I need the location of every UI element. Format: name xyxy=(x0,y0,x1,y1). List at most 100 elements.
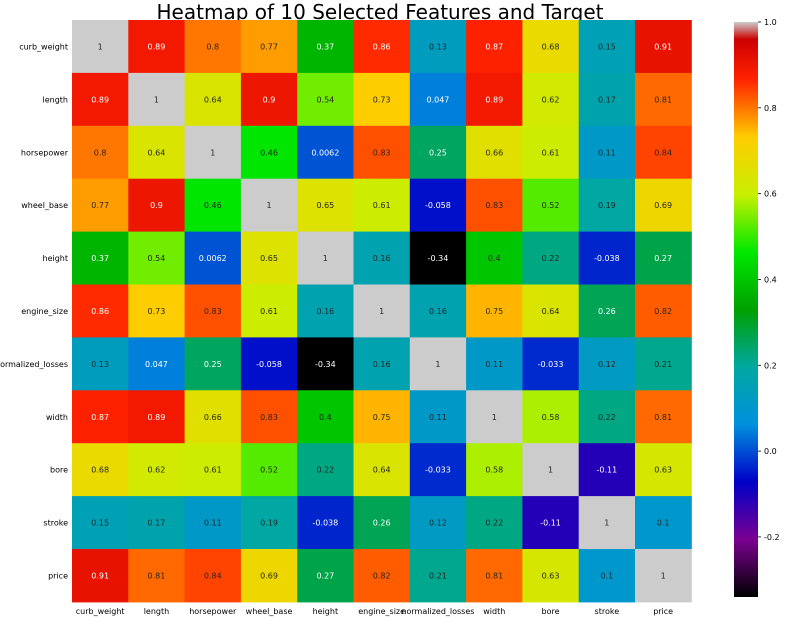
cell-value-label: 1 xyxy=(548,466,553,475)
heatmap-cell xyxy=(522,496,580,550)
cell-value-label: 0.22 xyxy=(598,413,616,422)
heatmap-cell xyxy=(240,231,298,285)
heatmap-cell xyxy=(240,20,298,74)
cell-value-label: 0.11 xyxy=(204,519,222,528)
x-tick-label: engine_size xyxy=(358,607,405,616)
colorbar-tick-label: 1.0 xyxy=(764,18,777,27)
cell-value-label: 0.61 xyxy=(542,148,560,157)
cell-value-label: 0.91 xyxy=(91,571,109,580)
colorbar-tick-label: 0.6 xyxy=(764,190,777,199)
cell-value-label: 0.64 xyxy=(204,95,222,104)
heatmap-cell xyxy=(72,284,129,338)
heatmap-cell xyxy=(240,284,298,338)
cell-value-label: 0.9 xyxy=(263,95,276,104)
cell-value-label: 0.11 xyxy=(485,360,503,369)
x-tick-label: horsepower xyxy=(189,607,237,616)
cell-value-label: 0.21 xyxy=(654,360,672,369)
heatmap-cell xyxy=(297,284,354,338)
heatmap-cell xyxy=(353,549,411,603)
cell-value-label: 0.11 xyxy=(598,148,616,157)
cell-value-label: 0.17 xyxy=(598,95,616,104)
cell-value-label: 0.22 xyxy=(485,519,503,528)
heatmap-cell xyxy=(466,496,523,550)
cell-value-label: 0.77 xyxy=(260,42,278,51)
heatmap-cell xyxy=(353,443,411,497)
cell-value-label: 0.16 xyxy=(429,307,447,316)
cell-value-label: 0.87 xyxy=(91,413,109,422)
y-tick-label: width xyxy=(46,413,68,422)
heatmap-cell xyxy=(578,231,636,285)
x-axis-labels: curb_weight length horsepower wheel_base hei… xyxy=(76,607,673,616)
cell-value-label: 0.64 xyxy=(148,148,166,157)
cell-value-label: 0.19 xyxy=(598,201,616,210)
cell-value-label: 1 xyxy=(267,201,272,210)
cell-value-label: 0.15 xyxy=(91,519,109,528)
heatmap-cell xyxy=(184,231,242,285)
heatmap-cell xyxy=(128,443,186,497)
heatmap-cell xyxy=(409,20,467,74)
cell-value-label: 0.4 xyxy=(319,413,332,422)
heatmap-cell xyxy=(635,125,692,180)
heatmap-cell xyxy=(72,337,129,391)
heatmap-cell xyxy=(184,549,242,603)
heatmap-cell xyxy=(409,443,467,497)
heatmap-cell xyxy=(128,125,186,180)
cell-value-label: 0.68 xyxy=(91,466,109,475)
cell-value-label: 0.26 xyxy=(598,307,616,316)
heatmap-cell xyxy=(184,125,242,180)
cell-value-label: 0.37 xyxy=(91,254,109,263)
cell-value-label: -0.34 xyxy=(428,254,449,263)
cell-value-label: 1 xyxy=(210,148,215,157)
cell-value-label: 0.68 xyxy=(542,42,560,51)
heatmap-cell xyxy=(635,390,692,444)
colorbar-ticks: 1.0 0.8 0.6 0.4 0.2 0.0 -0.2 xyxy=(758,18,780,542)
cell-value-label: 0.0062 xyxy=(311,148,339,157)
heatmap-cell xyxy=(466,178,523,233)
heatmap-cell xyxy=(522,390,580,444)
cell-value-label: 0.81 xyxy=(485,571,503,580)
cell-value-label: -0.11 xyxy=(540,519,561,528)
heatmap-cell xyxy=(522,443,580,497)
cell-value-label: 0.83 xyxy=(485,201,503,210)
heatmap-cell xyxy=(297,337,354,391)
heatmap-cell xyxy=(240,125,298,180)
heatmap-cell xyxy=(184,284,242,338)
heatmap-cell xyxy=(578,443,636,497)
cell-value-label: 0.64 xyxy=(373,466,391,475)
heatmap-cell xyxy=(409,390,467,444)
cell-value-label: 0.61 xyxy=(204,466,222,475)
cell-value-label: 1 xyxy=(435,360,440,369)
cell-value-label: 0.27 xyxy=(316,571,334,580)
heatmap-cell xyxy=(466,443,523,497)
cell-value-label: 1 xyxy=(154,95,159,104)
cell-value-label: 0.19 xyxy=(260,519,278,528)
heatmap-cell xyxy=(466,284,523,338)
heatmap-cell xyxy=(297,390,354,444)
heatmap-cell xyxy=(578,72,636,127)
cell-value-label: 0.83 xyxy=(204,307,222,316)
heatmap-cell xyxy=(635,337,692,391)
cell-value-label: 0.54 xyxy=(148,254,166,263)
heatmap-cell xyxy=(635,72,692,127)
heatmap-cell xyxy=(72,72,129,127)
heatmap-cell xyxy=(409,231,467,285)
heatmap-cell xyxy=(635,178,692,233)
cell-value-label: 0.16 xyxy=(316,307,334,316)
y-tick-label: bore xyxy=(50,466,68,475)
heatmap-cell xyxy=(635,231,692,285)
heatmap-cell xyxy=(297,178,354,233)
cell-value-label: -0.033 xyxy=(425,466,451,475)
heatmap-cell xyxy=(353,390,411,444)
heatmap-cell xyxy=(353,72,411,127)
cell-value-label: 0.0062 xyxy=(199,254,227,263)
cell-value-label: 0.26 xyxy=(373,519,391,528)
x-tick-label: curb_weight xyxy=(76,607,125,616)
heatmap-cell xyxy=(578,20,636,74)
heatmap-cell xyxy=(466,231,523,285)
cell-value-label: 0.27 xyxy=(654,254,672,263)
heatmap-cell xyxy=(578,337,636,391)
cell-value-label: 0.89 xyxy=(91,95,109,104)
cell-value-label: 0.89 xyxy=(148,413,166,422)
